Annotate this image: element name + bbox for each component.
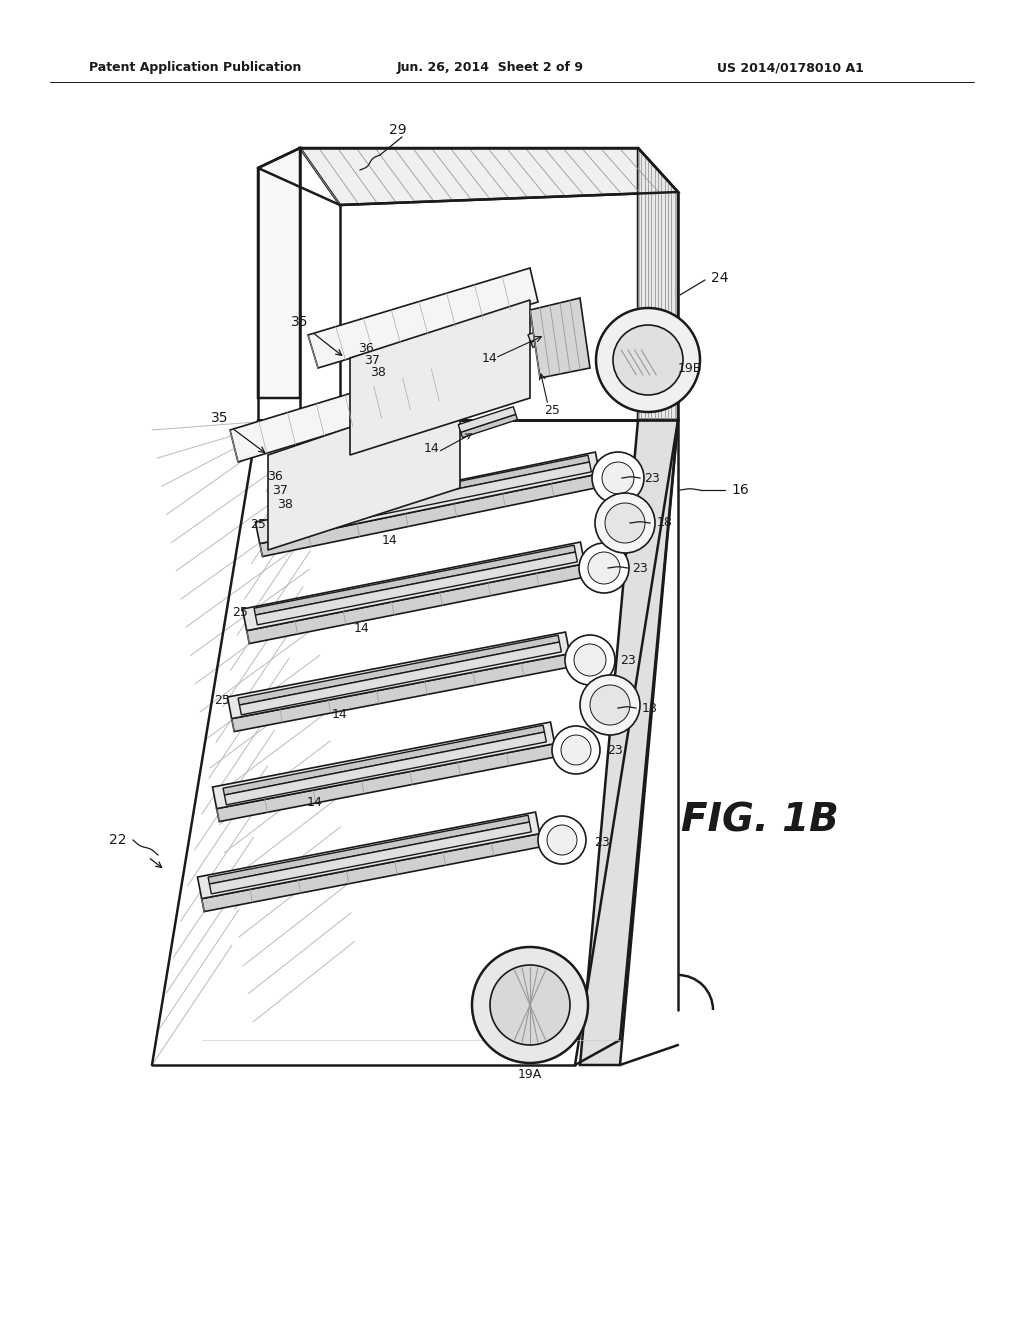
Polygon shape (528, 314, 581, 342)
Circle shape (590, 685, 630, 725)
Polygon shape (198, 812, 540, 899)
Text: 38: 38 (278, 498, 293, 511)
Text: 14: 14 (382, 533, 398, 546)
Text: 35: 35 (291, 315, 309, 329)
Polygon shape (238, 635, 559, 705)
Polygon shape (638, 148, 678, 420)
Text: 35: 35 (211, 411, 228, 425)
Circle shape (552, 726, 600, 774)
Circle shape (605, 503, 645, 543)
Polygon shape (152, 420, 638, 1065)
Polygon shape (461, 414, 517, 438)
Circle shape (538, 816, 586, 865)
Text: Patent Application Publication: Patent Application Publication (89, 62, 301, 74)
Polygon shape (530, 298, 590, 378)
Text: 19B: 19B (678, 362, 702, 375)
Polygon shape (247, 564, 588, 644)
Circle shape (472, 946, 588, 1063)
Text: 14: 14 (307, 796, 323, 808)
Text: 25: 25 (232, 606, 248, 619)
Polygon shape (258, 148, 300, 399)
Circle shape (490, 965, 570, 1045)
Text: 23: 23 (632, 561, 648, 574)
Text: 14: 14 (482, 351, 498, 364)
Circle shape (613, 325, 683, 395)
Circle shape (580, 675, 640, 735)
Text: 16: 16 (731, 483, 749, 498)
Text: 18: 18 (657, 516, 673, 529)
Circle shape (602, 462, 634, 494)
Circle shape (595, 492, 655, 553)
Polygon shape (213, 722, 555, 809)
Text: 22: 22 (110, 833, 127, 847)
Circle shape (565, 635, 615, 685)
Polygon shape (255, 451, 600, 544)
Polygon shape (459, 407, 516, 432)
Text: 36: 36 (358, 342, 374, 355)
Polygon shape (268, 455, 590, 527)
Circle shape (579, 543, 629, 593)
Text: Jun. 26, 2014  Sheet 2 of 9: Jun. 26, 2014 Sheet 2 of 9 (396, 62, 584, 74)
Polygon shape (350, 300, 530, 455)
Text: 37: 37 (365, 354, 380, 367)
Circle shape (592, 451, 644, 504)
Circle shape (588, 552, 620, 583)
Text: 18: 18 (642, 701, 658, 714)
Text: 25: 25 (544, 404, 560, 417)
Text: 37: 37 (272, 483, 288, 496)
Polygon shape (223, 725, 545, 795)
Circle shape (596, 308, 700, 412)
Polygon shape (240, 642, 561, 715)
Polygon shape (300, 148, 678, 205)
Polygon shape (208, 816, 529, 884)
Text: 24: 24 (712, 271, 729, 285)
Text: 14: 14 (354, 622, 370, 635)
Polygon shape (217, 743, 557, 821)
Polygon shape (260, 474, 602, 557)
Text: 36: 36 (267, 470, 283, 483)
Text: 23: 23 (594, 836, 610, 849)
Polygon shape (202, 834, 542, 912)
Polygon shape (254, 545, 575, 615)
Circle shape (574, 644, 606, 676)
Text: 38: 38 (370, 366, 386, 379)
Polygon shape (210, 822, 531, 894)
Polygon shape (230, 360, 468, 462)
Polygon shape (258, 148, 638, 420)
Polygon shape (227, 632, 569, 718)
Text: 23: 23 (644, 471, 659, 484)
Polygon shape (255, 552, 578, 624)
Polygon shape (268, 389, 460, 550)
Polygon shape (224, 733, 547, 805)
Text: FIG. 1B: FIG. 1B (681, 801, 839, 840)
Text: 29: 29 (389, 123, 407, 137)
Polygon shape (243, 543, 585, 631)
Circle shape (561, 735, 591, 766)
Text: US 2014/0178010 A1: US 2014/0178010 A1 (717, 62, 863, 74)
Text: 25: 25 (250, 519, 266, 532)
Polygon shape (530, 322, 583, 347)
Circle shape (547, 825, 577, 855)
Text: 19A: 19A (518, 1068, 542, 1081)
Polygon shape (580, 420, 678, 1065)
Text: 14: 14 (424, 441, 440, 454)
Polygon shape (269, 462, 592, 537)
Text: 23: 23 (607, 743, 623, 756)
Polygon shape (308, 268, 538, 368)
Text: 25: 25 (214, 693, 230, 706)
Text: 14: 14 (332, 709, 348, 722)
Text: 23: 23 (621, 653, 636, 667)
Polygon shape (231, 653, 572, 731)
